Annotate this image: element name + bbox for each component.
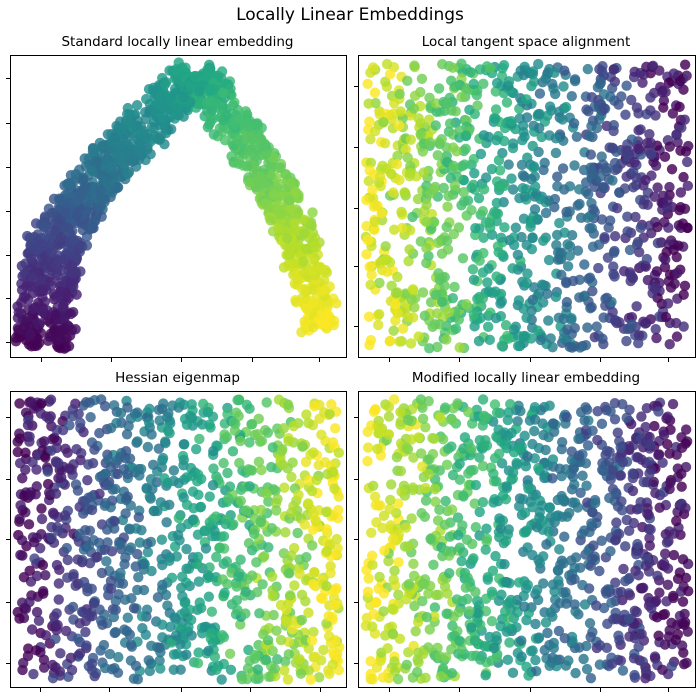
y-tick-mark xyxy=(6,78,10,80)
y-tick-mark xyxy=(354,326,358,328)
x-tick-mark xyxy=(667,688,669,692)
scatter-canvas-ltsa xyxy=(359,56,695,357)
y-tick-mark xyxy=(354,85,358,87)
x-tick-mark xyxy=(181,358,183,362)
subplot-title-ltsa: Local tangent space alignment xyxy=(421,34,631,50)
y-tick-mark xyxy=(6,539,10,540)
y-tick-mark xyxy=(6,478,10,480)
x-tick-mark xyxy=(320,688,322,692)
x-tick-mark xyxy=(529,688,531,692)
scatter-canvas-standard-lle xyxy=(11,56,346,357)
scatter-canvas-modified-lle xyxy=(359,392,695,687)
scatter-canvas-hessian xyxy=(11,392,346,687)
x-tick-mark xyxy=(600,688,602,692)
x-tick-mark xyxy=(388,688,390,692)
x-tick-mark xyxy=(181,688,183,692)
x-tick-mark xyxy=(40,358,42,362)
y-tick-mark xyxy=(6,255,10,257)
subplot-title-hessian: Hessian eigenmap xyxy=(115,370,240,386)
x-tick-mark xyxy=(108,688,110,692)
axes-standard-lle xyxy=(6,55,347,362)
y-tick-mark xyxy=(354,417,358,419)
subplot-title-standard-lle: Standard locally linear embedding xyxy=(61,34,294,50)
y-tick-mark xyxy=(354,662,358,664)
x-tick-mark xyxy=(459,688,461,692)
y-tick-mark xyxy=(354,266,358,268)
y-tick-mark xyxy=(6,166,10,168)
y-tick-mark xyxy=(6,417,10,419)
x-tick-mark xyxy=(251,358,253,362)
y-tick-mark xyxy=(6,298,10,300)
x-tick-mark xyxy=(388,358,390,362)
y-tick-mark xyxy=(6,602,10,604)
y-tick-mark xyxy=(6,342,10,344)
x-tick-mark xyxy=(318,358,320,362)
x-tick-mark xyxy=(111,358,112,362)
axes-hessian xyxy=(6,391,347,692)
y-tick-mark xyxy=(354,207,358,209)
axes-ltsa xyxy=(354,55,696,362)
y-tick-mark xyxy=(6,122,10,124)
x-tick-mark xyxy=(250,688,252,692)
figure-title: Locally Linear Embeddings xyxy=(236,5,464,25)
y-tick-mark xyxy=(354,602,358,604)
y-tick-mark xyxy=(354,147,358,149)
y-tick-mark xyxy=(6,210,10,212)
x-tick-mark xyxy=(459,358,461,362)
x-tick-mark xyxy=(529,358,531,362)
y-tick-mark xyxy=(354,478,358,480)
x-tick-mark xyxy=(600,358,602,362)
y-tick-mark xyxy=(354,539,358,540)
y-tick-mark xyxy=(6,662,10,664)
axes-modified-lle xyxy=(354,391,696,692)
subplot-title-modified-lle: Modified locally linear embedding xyxy=(411,370,641,386)
x-tick-mark xyxy=(39,688,41,692)
x-tick-mark xyxy=(667,358,669,362)
